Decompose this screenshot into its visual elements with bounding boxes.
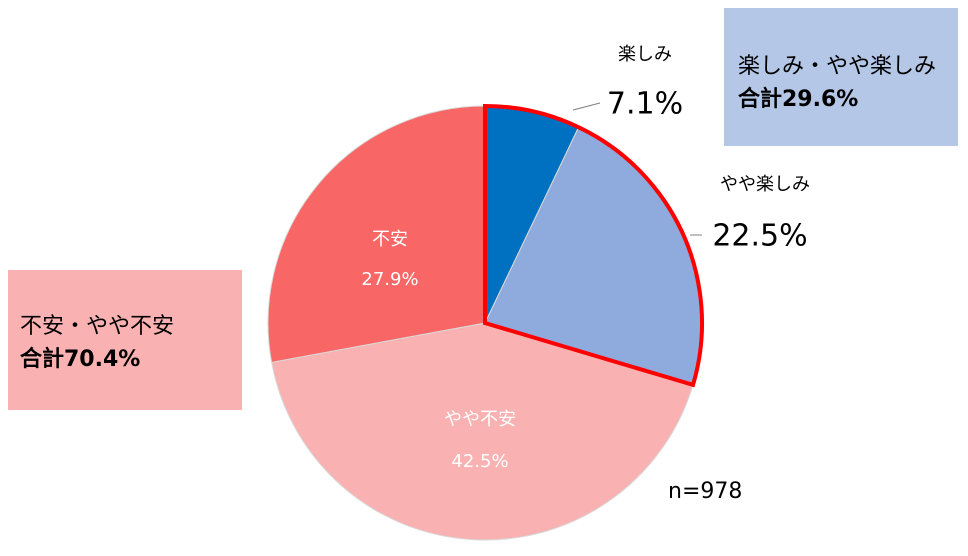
annotation-box [724, 8, 958, 146]
annotation-line: 合計29.6% [738, 86, 858, 112]
pie-slice [271, 322, 694, 541]
value-label: 42.5% [451, 451, 508, 472]
annotation-line: 不安・やや不安 [20, 314, 174, 339]
slice-label: やや不安 [444, 409, 516, 430]
annotation-box [8, 270, 242, 410]
leader-line [572, 102, 601, 111]
pie-slice [267, 105, 486, 363]
value-label: 7.1% [607, 87, 683, 122]
value-label: 22.5% [712, 219, 807, 254]
value-label: 27.9% [361, 269, 418, 290]
slice-label: 楽しみ [618, 44, 672, 65]
annotation-line: 合計70.4% [20, 346, 140, 372]
slice-label: 不安 [372, 229, 408, 250]
pie [267, 103, 704, 541]
slice-label: やや楽しみ [720, 174, 810, 195]
annotation-line: 楽しみ・やや楽しみ [738, 54, 936, 79]
highlight-outline [483, 103, 704, 388]
sample-size: n=978 [668, 479, 742, 504]
